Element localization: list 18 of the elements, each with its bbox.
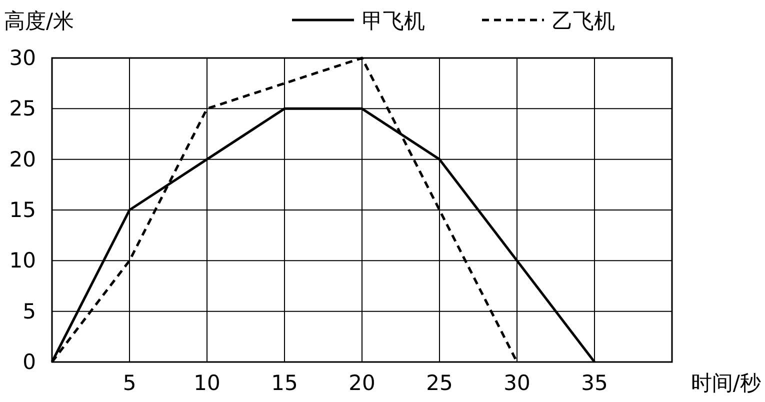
x-tick-label: 30: [504, 371, 530, 395]
y-axis-title: 高度/米: [4, 9, 74, 33]
x-tick-label: 15: [271, 371, 298, 395]
y-tick-label: 10: [9, 248, 36, 273]
y-tick-label: 30: [9, 46, 36, 70]
x-axis-title: 时间/秒: [690, 371, 761, 395]
y-tick-label: 5: [22, 299, 36, 324]
x-tick-label: 35: [581, 371, 608, 395]
legend-label: 乙飞机: [552, 9, 615, 33]
x-tick-label: 20: [348, 371, 376, 395]
x-tick-label: 10: [194, 371, 220, 395]
y-tick-label: 0: [22, 350, 36, 374]
x-tick-label: 5: [122, 371, 136, 395]
x-tick-label: 25: [426, 371, 453, 395]
y-tick-label: 15: [9, 198, 36, 222]
legend-label: 甲飞机: [362, 9, 425, 33]
y-tick-label: 25: [9, 96, 36, 121]
y-tick-label: 20: [9, 147, 36, 172]
